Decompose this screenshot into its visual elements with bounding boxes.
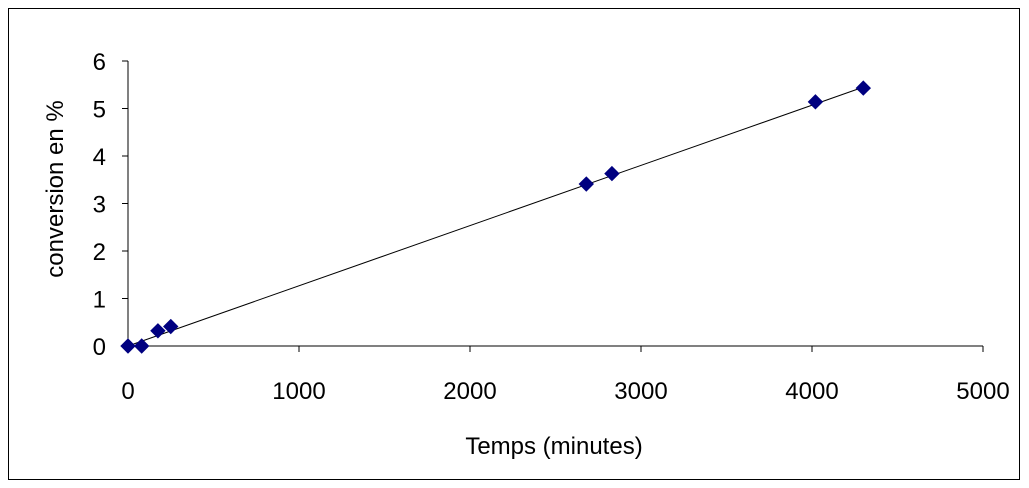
chart-frame <box>8 8 1020 480</box>
trendline-group <box>127 86 864 347</box>
x-tick-label: 4000 <box>785 378 838 405</box>
data-point <box>807 94 824 110</box>
x-tick-label: 0 <box>121 378 134 405</box>
data-points <box>120 80 872 354</box>
y-tick-label: 1 <box>93 287 106 314</box>
data-point <box>163 318 179 335</box>
data-point <box>150 323 166 339</box>
y-tick-label: 2 <box>93 239 106 266</box>
x-tick-label: 1000 <box>272 378 325 405</box>
data-point <box>855 80 872 96</box>
x-axis-title: Temps (minutes) <box>465 433 642 460</box>
y-tick-label: 6 <box>93 49 106 76</box>
data-point <box>578 176 594 192</box>
data-point <box>133 338 150 354</box>
data-point <box>120 338 136 354</box>
y-axis-title: conversion en % <box>42 100 69 277</box>
x-axis-ticks: 0 1000 2000 3000 4000 5000 <box>121 346 1010 405</box>
x-tick-label: 5000 <box>956 378 1009 405</box>
y-tick-label: 4 <box>93 144 106 171</box>
x-tick-label: 2000 <box>443 378 496 405</box>
y-tick-label: 5 <box>93 97 106 124</box>
y-axis-ticks: 0 1 2 3 4 5 6 <box>93 49 128 361</box>
y-tick-label: 0 <box>93 334 106 361</box>
data-point <box>604 165 620 182</box>
y-tick-label: 3 <box>93 192 106 219</box>
x-tick-label: 3000 <box>614 378 667 405</box>
trendline <box>127 86 864 347</box>
